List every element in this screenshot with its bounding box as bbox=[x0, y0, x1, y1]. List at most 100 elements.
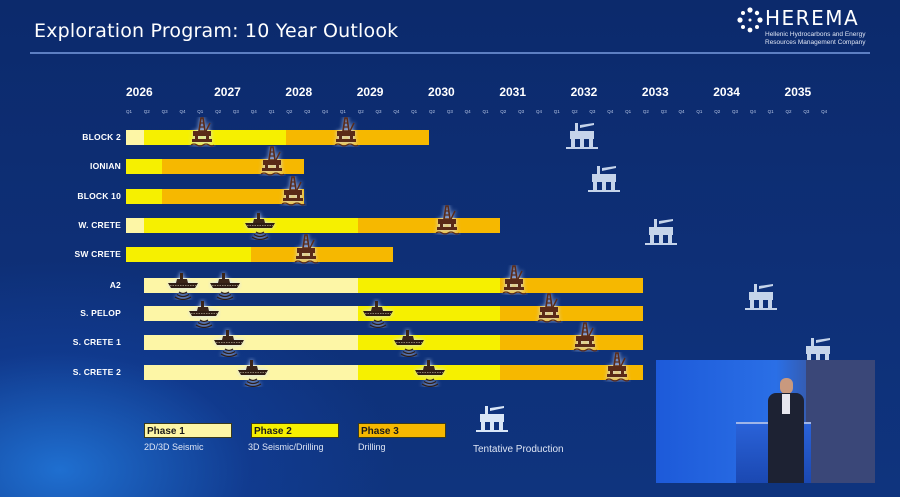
quarter-tick-label: Q2 bbox=[571, 109, 578, 114]
seismic-vessel-icon bbox=[187, 298, 221, 329]
quarter-tick-label: Q4 bbox=[179, 109, 186, 114]
quarter-tick-label: Q4 bbox=[464, 109, 471, 114]
quarter-tick-label: Q3 bbox=[446, 109, 453, 114]
drilling-rig-icon bbox=[571, 322, 599, 352]
phase-2-bar bbox=[357, 334, 501, 350]
seismic-vessel-icon bbox=[208, 270, 242, 301]
drilling-rig-icon bbox=[603, 352, 631, 382]
logo-subtitle-line-1: Hellenic Hydrocarbons and Energy bbox=[765, 31, 866, 38]
phase-1-bar bbox=[126, 129, 144, 145]
quarter-tick-label: Q1 bbox=[125, 109, 132, 114]
drilling-rig-icon bbox=[258, 146, 286, 176]
quarter-tick-label: Q2 bbox=[429, 109, 436, 114]
year-label-2028: 2028 bbox=[285, 85, 313, 99]
row-label-ionian: IONIAN bbox=[90, 161, 121, 171]
phase-1-bar bbox=[126, 217, 144, 233]
year-label-2031: 2031 bbox=[499, 85, 527, 99]
quarter-tick-label: Q4 bbox=[535, 109, 542, 114]
row-label-s-crete-1: S. CRETE 1 bbox=[72, 337, 121, 347]
drilling-rig-icon bbox=[535, 293, 563, 323]
phase-3-bar bbox=[357, 217, 501, 233]
drilling-rig-icon bbox=[188, 117, 216, 147]
row-label-w-crete: W. CRETE bbox=[78, 220, 121, 230]
production-platform-icon bbox=[565, 121, 599, 151]
speaker-video-inset bbox=[656, 360, 875, 483]
legend-production-desc: Tentative Production bbox=[473, 444, 564, 455]
quarter-tick-label: Q2 bbox=[785, 109, 792, 114]
quarter-tick-label: Q1 bbox=[625, 109, 632, 114]
drilling-rig-icon bbox=[279, 176, 307, 206]
header-divider bbox=[30, 52, 870, 54]
row-label-s-crete-2: S. CRETE 2 bbox=[72, 367, 121, 377]
phase-3-bar bbox=[500, 334, 643, 350]
year-label-2030: 2030 bbox=[428, 85, 455, 99]
logo-subtitle-line-2: Resources Management Company bbox=[765, 39, 866, 46]
quarter-tick-label: Q1 bbox=[553, 109, 560, 114]
quarter-tick-label: Q1 bbox=[197, 109, 204, 114]
seismic-vessel-icon bbox=[166, 270, 200, 301]
seismic-vessel-icon bbox=[236, 357, 270, 388]
herema-logo: HEREMA Hellenic Hydrocarbons and Energy … bbox=[737, 6, 887, 50]
quarter-tick-label: Q3 bbox=[232, 109, 239, 114]
phase-1-bar bbox=[143, 277, 358, 293]
seismic-vessel-icon bbox=[361, 298, 395, 329]
speaker-shirt bbox=[782, 394, 790, 414]
year-label-2035: 2035 bbox=[784, 85, 812, 99]
quarter-tick-label: Q2 bbox=[143, 109, 150, 114]
slide-title: Exploration Program: 10 Year Outlook bbox=[34, 20, 399, 42]
legend-phase-2-desc: 3D Seismic/Drilling bbox=[248, 442, 324, 452]
phase-2-bar bbox=[143, 129, 287, 145]
quarter-tick-label: Q2 bbox=[215, 109, 222, 114]
production-platform-icon bbox=[587, 164, 621, 194]
quarter-tick-label: Q1 bbox=[767, 109, 774, 114]
quarter-tick-label: Q3 bbox=[304, 109, 311, 114]
quarter-tick-label: Q4 bbox=[607, 109, 614, 114]
phase-2-bar bbox=[126, 188, 162, 204]
quarter-tick-label: Q2 bbox=[286, 109, 293, 114]
legend-production-platform-icon bbox=[475, 404, 509, 441]
phase-3-bar bbox=[286, 129, 430, 145]
year-label-2027: 2027 bbox=[214, 85, 241, 99]
quarter-tick-label: Q3 bbox=[589, 109, 596, 114]
quarter-tick-label: Q1 bbox=[482, 109, 489, 114]
phase-3-bar bbox=[500, 277, 643, 293]
year-label-2033: 2033 bbox=[641, 85, 669, 99]
phase-2-bar bbox=[126, 158, 162, 174]
quarter-tick-label: Q4 bbox=[678, 109, 685, 114]
video-backdrop bbox=[806, 360, 875, 483]
legend-phase-2: Phase 2 bbox=[251, 423, 339, 438]
drilling-rig-icon bbox=[500, 265, 528, 295]
logo-dots-icon bbox=[737, 7, 763, 33]
quarter-tick-label: Q1 bbox=[339, 109, 346, 114]
quarter-tick-label: Q4 bbox=[250, 109, 257, 114]
quarter-tick-label: Q2 bbox=[714, 109, 721, 114]
legend-phase-1: Phase 1 bbox=[144, 423, 232, 438]
row-label-a2: A2 bbox=[109, 280, 121, 290]
row-label-sw-crete: SW CRETE bbox=[74, 249, 121, 259]
row-label-block-2: BLOCK 2 bbox=[82, 132, 121, 142]
quarter-tick-label: Q3 bbox=[518, 109, 525, 114]
year-label-2034: 2034 bbox=[713, 85, 740, 99]
quarter-tick-label: Q1 bbox=[268, 109, 275, 114]
speaker-head bbox=[780, 378, 793, 394]
seismic-vessel-icon bbox=[392, 327, 426, 358]
phase-2-bar bbox=[357, 305, 501, 321]
year-label-2029: 2029 bbox=[356, 85, 384, 99]
quarter-tick-label: Q2 bbox=[357, 109, 364, 114]
production-platform-icon bbox=[744, 282, 778, 312]
phase-3-bar bbox=[500, 305, 643, 321]
seismic-vessel-icon bbox=[413, 357, 447, 388]
legend-phase-3: Phase 3 bbox=[358, 423, 446, 438]
phase-3-bar bbox=[161, 188, 305, 204]
quarter-tick-label: Q4 bbox=[393, 109, 400, 114]
quarter-tick-label: Q3 bbox=[375, 109, 382, 114]
quarter-tick-label: Q4 bbox=[322, 109, 329, 114]
quarter-tick-label: Q1 bbox=[696, 109, 703, 114]
logo-subtitle: Hellenic Hydrocarbons and Energy Resourc… bbox=[765, 31, 865, 47]
quarter-tick-label: Q2 bbox=[500, 109, 507, 114]
legend-phase-1-desc: 2D/3D Seismic bbox=[144, 442, 204, 452]
phase-2-bar bbox=[126, 246, 251, 262]
row-label-s-pelop: S. PELOP bbox=[80, 308, 121, 318]
year-label-2026: 2026 bbox=[126, 85, 153, 99]
phase-1-bar bbox=[143, 334, 358, 350]
